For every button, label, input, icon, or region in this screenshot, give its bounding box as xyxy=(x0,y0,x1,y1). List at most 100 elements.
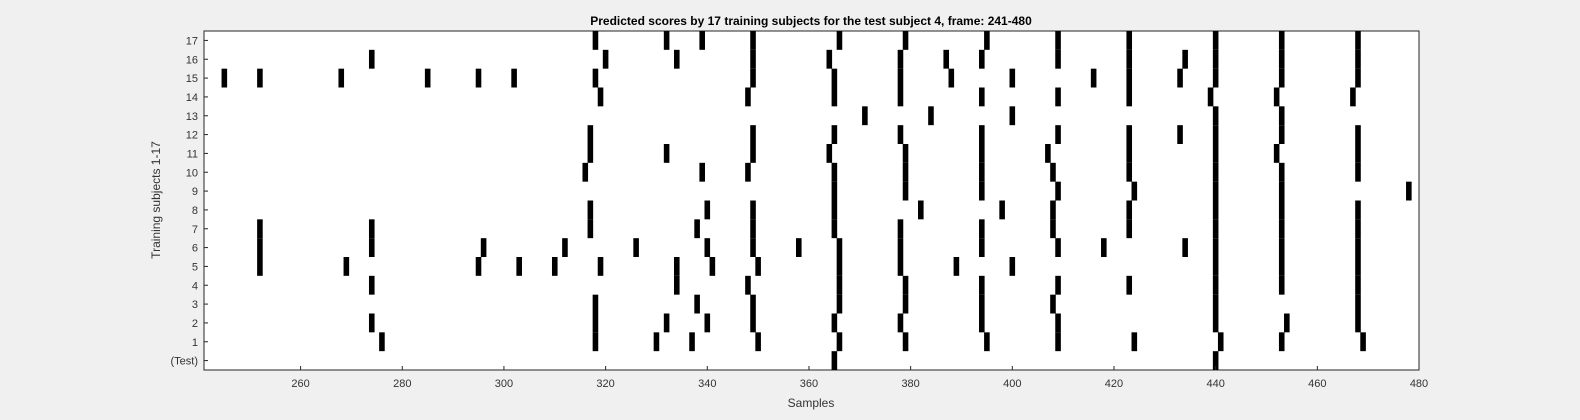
event-mark xyxy=(1126,162,1133,182)
event-mark xyxy=(750,200,756,220)
event-mark xyxy=(831,87,838,107)
y-tick-label: 12 xyxy=(186,130,198,142)
event-mark xyxy=(1355,238,1361,257)
event-mark xyxy=(750,68,756,88)
event-mark xyxy=(897,49,904,69)
y-tick-label: 6 xyxy=(192,243,198,255)
event-mark xyxy=(368,313,375,333)
event-mark xyxy=(750,144,756,163)
event-mark xyxy=(826,49,833,69)
y-tick-label: 4 xyxy=(192,280,198,292)
event-mark xyxy=(1350,87,1356,107)
event-mark xyxy=(984,332,990,352)
event-mark xyxy=(948,68,955,88)
x-tick-label: 420 xyxy=(1105,378,1123,390)
event-mark xyxy=(1355,294,1361,314)
event-mark xyxy=(1212,68,1219,88)
event-mark xyxy=(368,275,375,295)
event-mark xyxy=(902,31,909,50)
event-mark xyxy=(1212,238,1219,257)
event-mark xyxy=(979,162,985,182)
event-mark xyxy=(831,200,838,220)
event-mark xyxy=(1055,87,1061,107)
x-tick-label: 440 xyxy=(1206,378,1224,390)
event-mark xyxy=(1055,49,1061,69)
event-mark xyxy=(1212,31,1219,50)
event-mark xyxy=(587,125,594,144)
event-mark xyxy=(1212,275,1219,295)
y-tick-label: 10 xyxy=(186,167,198,179)
event-mark xyxy=(704,313,711,333)
event-mark xyxy=(836,294,843,314)
event-mark xyxy=(745,87,751,107)
event-mark xyxy=(1045,144,1051,163)
event-mark xyxy=(689,332,695,352)
event-mark xyxy=(1212,200,1219,220)
event-mark xyxy=(257,68,263,88)
event-mark xyxy=(755,257,761,276)
event-mark xyxy=(368,238,375,257)
event-mark xyxy=(1126,68,1133,88)
event-mark xyxy=(1212,144,1219,163)
event-mark xyxy=(897,87,904,107)
event-mark xyxy=(221,68,228,88)
event-mark xyxy=(424,68,431,88)
event-mark xyxy=(826,144,833,163)
event-mark xyxy=(633,238,639,257)
event-mark xyxy=(673,275,680,295)
event-mark xyxy=(1055,125,1061,144)
event-mark xyxy=(1278,31,1285,50)
event-mark xyxy=(1050,294,1056,314)
event-mark xyxy=(1009,68,1016,88)
event-mark xyxy=(1055,31,1061,50)
event-mark xyxy=(592,313,599,333)
event-mark xyxy=(704,238,711,257)
x-tick-label: 300 xyxy=(495,378,513,390)
event-mark xyxy=(663,144,670,163)
event-marks xyxy=(221,31,1412,370)
event-mark xyxy=(1278,238,1285,257)
chart-title: Predicted scores by 17 training subjects… xyxy=(590,14,1032,28)
event-mark xyxy=(750,125,756,144)
event-mark xyxy=(902,162,909,182)
x-tick-label: 340 xyxy=(698,378,716,390)
event-mark xyxy=(897,313,904,333)
event-mark xyxy=(897,125,904,144)
y-tick-label: 15 xyxy=(186,73,198,85)
event-mark xyxy=(663,31,670,50)
event-mark xyxy=(1355,31,1361,50)
event-mark xyxy=(699,31,705,50)
y-tick-label: 2 xyxy=(192,318,198,330)
event-mark xyxy=(1131,332,1138,352)
event-mark xyxy=(694,219,700,239)
event-mark xyxy=(587,219,594,239)
y-tick-label: (Test) xyxy=(171,356,199,368)
event-mark xyxy=(1278,219,1285,239)
x-tick-label: 260 xyxy=(291,378,309,390)
event-mark xyxy=(1355,162,1361,182)
event-mark xyxy=(1355,257,1361,276)
event-mark xyxy=(257,219,263,239)
event-mark xyxy=(1055,313,1061,333)
event-mark xyxy=(257,238,263,257)
event-mark xyxy=(953,257,960,276)
event-mark xyxy=(1355,313,1361,333)
event-mark xyxy=(597,257,604,276)
event-mark xyxy=(979,313,985,333)
event-mark xyxy=(897,238,904,257)
event-mark xyxy=(1355,125,1361,144)
event-mark xyxy=(1126,49,1133,69)
event-mark xyxy=(1217,332,1224,352)
event-mark xyxy=(1284,313,1290,333)
event-mark xyxy=(1126,144,1133,163)
event-mark xyxy=(979,144,985,163)
x-tick-label: 460 xyxy=(1308,378,1326,390)
event-mark xyxy=(257,257,263,276)
event-mark xyxy=(897,257,904,276)
event-mark xyxy=(862,106,868,126)
event-mark xyxy=(562,238,568,257)
event-mark xyxy=(979,275,985,295)
event-mark xyxy=(831,125,838,144)
event-mark xyxy=(897,219,904,239)
event-mark xyxy=(1278,125,1285,144)
